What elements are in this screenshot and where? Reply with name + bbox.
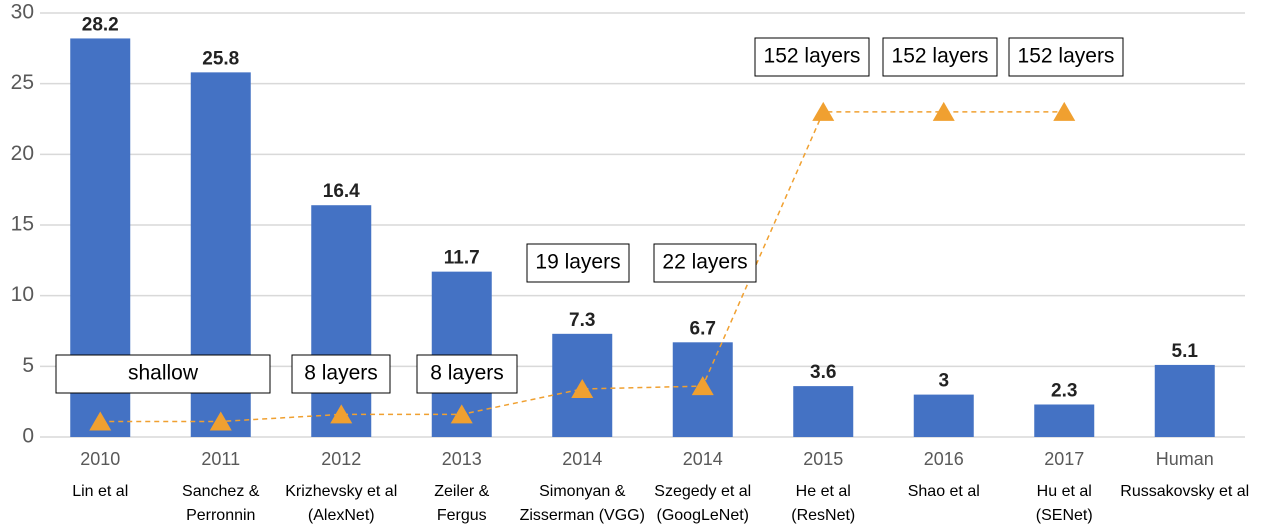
depth-marker bbox=[1053, 101, 1076, 121]
depth-marker bbox=[450, 404, 473, 424]
annotation: 152 layers bbox=[764, 45, 861, 68]
author-label: Sanchez & bbox=[182, 483, 260, 500]
bar bbox=[793, 386, 854, 437]
x-tick-label: 2011 bbox=[201, 449, 240, 469]
depth-marker bbox=[89, 411, 112, 431]
data-label: 3.6 bbox=[810, 362, 836, 383]
data-label: 3 bbox=[938, 371, 949, 392]
depth-marker bbox=[330, 404, 353, 424]
annotation: shallow bbox=[128, 362, 199, 385]
y-tick-label: 5 bbox=[22, 354, 34, 377]
depth-marker bbox=[571, 378, 594, 398]
author-label: Zisserman (VGG) bbox=[520, 507, 645, 524]
y-tick-label: 0 bbox=[22, 425, 34, 448]
data-label: 7.3 bbox=[569, 310, 595, 331]
depth-line bbox=[100, 111, 1065, 423]
depth-marker bbox=[812, 101, 835, 121]
y-tick-label: 15 bbox=[11, 213, 34, 236]
author-label: (SENet) bbox=[1036, 507, 1093, 524]
annotation-box bbox=[416, 354, 518, 394]
data-label: 11.7 bbox=[444, 248, 480, 269]
y-tick-label: 30 bbox=[11, 1, 34, 24]
bar bbox=[1154, 364, 1215, 437]
annotation-box bbox=[526, 243, 630, 283]
author-label: Simonyan & bbox=[539, 483, 626, 500]
annotation-box bbox=[1008, 37, 1124, 77]
data-label: 28.2 bbox=[82, 14, 119, 35]
depth-marker bbox=[932, 101, 955, 121]
x-tick-label: Human bbox=[1156, 449, 1214, 469]
author-label: Krizhevsky et al bbox=[285, 483, 397, 500]
data-label: 2.3 bbox=[1051, 381, 1077, 402]
x-tick-label: 2010 bbox=[80, 449, 120, 469]
x-tick-label: 2014 bbox=[683, 449, 723, 469]
annotation: 152 layers bbox=[892, 45, 989, 68]
author-label: Hu et al bbox=[1037, 483, 1092, 500]
x-tick-label: 2016 bbox=[924, 449, 964, 469]
annotation-box bbox=[291, 354, 391, 394]
data-label: 16.4 bbox=[323, 181, 360, 202]
annotation: 8 layers bbox=[430, 362, 504, 385]
y-tick-label: 25 bbox=[11, 71, 34, 94]
data-label: 5.1 bbox=[1172, 341, 1199, 362]
depth-marker bbox=[691, 376, 714, 396]
author-label: Fergus bbox=[437, 507, 487, 524]
depth-marker bbox=[209, 411, 232, 431]
annotation-box bbox=[882, 37, 998, 77]
bar bbox=[311, 205, 372, 437]
data-label: 6.7 bbox=[690, 318, 716, 339]
author-label: (GoogLeNet) bbox=[657, 507, 750, 524]
author-label: Perronnin bbox=[186, 507, 255, 524]
data-label: 25.8 bbox=[202, 48, 239, 69]
annotation: 19 layers bbox=[535, 251, 620, 274]
annotation-box bbox=[55, 354, 271, 394]
y-tick-label: 10 bbox=[11, 283, 34, 306]
author-label: Lin et al bbox=[72, 483, 128, 500]
author-label: Zeiler & bbox=[434, 483, 489, 500]
author-label: (AlexNet) bbox=[308, 507, 375, 524]
x-tick-label: 2015 bbox=[803, 449, 843, 469]
x-tick-label: 2012 bbox=[321, 449, 361, 469]
author-label: He et al bbox=[796, 483, 851, 500]
annotation-box bbox=[653, 243, 757, 283]
bar bbox=[1034, 404, 1095, 437]
annotation: 22 layers bbox=[662, 251, 747, 274]
bar bbox=[913, 394, 974, 437]
y-tick-label: 20 bbox=[11, 142, 34, 165]
author-label: Shao et al bbox=[908, 483, 980, 500]
annotation: 152 layers bbox=[1018, 45, 1115, 68]
x-tick-label: 2017 bbox=[1044, 449, 1084, 469]
author-label: (ResNet) bbox=[791, 507, 855, 524]
author-label: Szegedy et al bbox=[654, 483, 751, 500]
x-tick-label: 2014 bbox=[562, 449, 602, 469]
annotation: 8 layers bbox=[304, 362, 378, 385]
annotation-box bbox=[754, 37, 870, 77]
author-label: Russakovsky et al bbox=[1120, 483, 1249, 500]
x-tick-label: 2013 bbox=[442, 449, 482, 469]
